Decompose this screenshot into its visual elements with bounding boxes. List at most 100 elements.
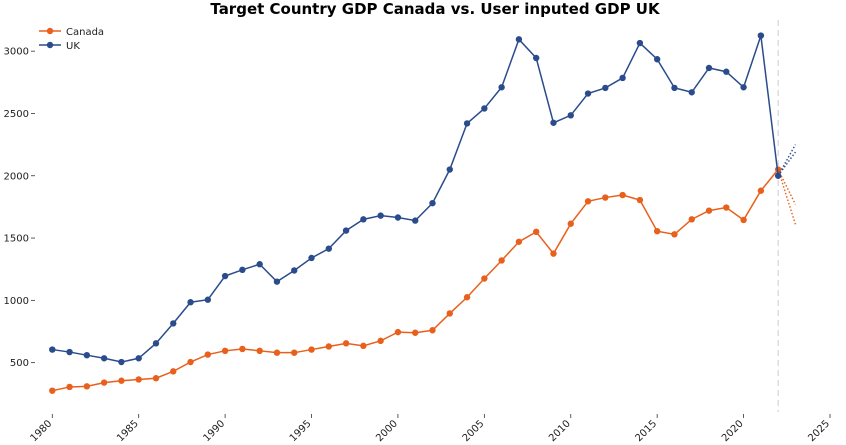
data-point-uk[interactable] xyxy=(653,56,661,63)
data-point-canada[interactable] xyxy=(66,383,73,391)
data-point-uk[interactable] xyxy=(481,105,488,112)
data-point-canada[interactable] xyxy=(49,387,56,394)
x-tick-label: 1985 xyxy=(115,418,141,444)
data-point-canada[interactable] xyxy=(463,294,471,301)
data-point-canada[interactable] xyxy=(550,250,557,257)
data-point-uk[interactable] xyxy=(135,355,142,362)
data-point-canada[interactable] xyxy=(377,337,384,345)
data-point-canada[interactable] xyxy=(152,375,160,382)
data-point-uk[interactable] xyxy=(118,358,125,366)
x-tick-label: 2020 xyxy=(720,418,746,444)
legend-item-uk[interactable]: UK xyxy=(39,41,80,52)
data-point-uk[interactable] xyxy=(49,346,56,353)
data-point-uk[interactable] xyxy=(152,340,160,347)
x-axis: 1980 1985 1990 1995 2000 2005 2010 2015 2020 2025 xyxy=(29,414,832,444)
data-point-uk[interactable] xyxy=(308,254,315,262)
data-point-uk[interactable] xyxy=(532,54,540,62)
data-point-uk[interactable] xyxy=(204,296,212,303)
data-point-uk[interactable] xyxy=(377,212,384,219)
y-tick-label: 1000 xyxy=(4,296,29,307)
forecast-line-canada xyxy=(777,169,797,205)
data-point-canada[interactable] xyxy=(584,198,592,205)
data-point-canada[interactable] xyxy=(515,238,523,245)
data-point-uk[interactable] xyxy=(550,119,557,126)
chart-title: Target Country GDP Canada vs. User input… xyxy=(210,0,661,18)
data-point-uk[interactable] xyxy=(394,214,402,221)
data-point-uk[interactable] xyxy=(757,32,765,39)
data-point-canada[interactable] xyxy=(532,228,540,236)
data-point-uk[interactable] xyxy=(498,84,505,91)
data-point-canada[interactable] xyxy=(83,383,91,390)
data-point-uk[interactable] xyxy=(221,272,229,280)
data-point-canada[interactable] xyxy=(100,379,108,386)
data-point-canada[interactable] xyxy=(671,231,678,238)
data-point-canada[interactable] xyxy=(239,345,246,353)
series-line-canada xyxy=(52,169,779,392)
data-point-uk[interactable] xyxy=(515,36,523,43)
legend-item-canada[interactable]: Canada xyxy=(39,27,104,38)
data-point-canada[interactable] xyxy=(394,328,402,336)
data-point-canada[interactable] xyxy=(221,347,229,355)
data-point-uk[interactable] xyxy=(446,166,453,173)
data-point-canada[interactable] xyxy=(204,351,212,358)
data-point-uk[interactable] xyxy=(567,112,574,119)
data-point-uk[interactable] xyxy=(291,267,298,274)
data-point-canada[interactable] xyxy=(705,207,713,214)
data-point-uk[interactable] xyxy=(688,89,695,96)
data-point-canada[interactable] xyxy=(308,346,315,353)
data-point-canada[interactable] xyxy=(412,329,419,336)
data-point-canada[interactable] xyxy=(360,342,367,350)
data-point-uk[interactable] xyxy=(619,74,626,82)
data-point-uk[interactable] xyxy=(584,90,592,97)
data-point-uk[interactable] xyxy=(429,199,436,207)
data-point-uk[interactable] xyxy=(170,320,177,327)
data-point-uk[interactable] xyxy=(671,84,678,92)
data-point-canada[interactable] xyxy=(757,187,765,194)
y-tick-label: 3000 xyxy=(4,47,29,58)
forecast-line-canada xyxy=(777,169,797,225)
data-point-canada[interactable] xyxy=(325,343,333,350)
data-point-canada[interactable] xyxy=(170,368,177,375)
data-point-uk[interactable] xyxy=(360,216,367,223)
data-point-uk[interactable] xyxy=(325,245,333,252)
data-point-canada[interactable] xyxy=(291,349,298,356)
data-point-canada[interactable] xyxy=(723,204,730,211)
data-point-uk[interactable] xyxy=(705,64,713,72)
y-axis: 500 1000 1500 2000 2500 3000 xyxy=(4,47,35,369)
data-point-canada[interactable] xyxy=(740,216,747,224)
data-point-uk[interactable] xyxy=(602,84,609,92)
data-point-canada[interactable] xyxy=(256,347,263,355)
data-point-uk[interactable] xyxy=(636,39,644,47)
data-point-canada[interactable] xyxy=(567,220,574,227)
data-point-uk[interactable] xyxy=(463,120,471,127)
legend-label-uk: UK xyxy=(66,41,80,52)
data-point-uk[interactable] xyxy=(239,266,246,274)
data-point-canada[interactable] xyxy=(187,358,194,366)
data-point-uk[interactable] xyxy=(83,351,91,359)
data-point-canada[interactable] xyxy=(446,310,453,317)
data-point-canada[interactable] xyxy=(688,216,695,223)
data-point-uk[interactable] xyxy=(723,68,730,75)
data-point-canada[interactable] xyxy=(429,327,436,334)
data-point-canada[interactable] xyxy=(273,349,281,356)
data-point-uk[interactable] xyxy=(66,348,73,356)
data-point-uk[interactable] xyxy=(273,278,281,285)
data-point-canada[interactable] xyxy=(653,227,661,235)
data-point-uk[interactable] xyxy=(100,355,108,362)
data-point-canada[interactable] xyxy=(602,194,609,201)
data-point-uk[interactable] xyxy=(256,261,263,268)
x-tick-label: 2000 xyxy=(374,418,400,444)
data-point-canada[interactable] xyxy=(636,196,644,204)
data-point-canada[interactable] xyxy=(342,340,350,347)
data-point-canada[interactable] xyxy=(619,191,626,199)
data-point-canada[interactable] xyxy=(135,376,142,383)
data-point-uk[interactable] xyxy=(342,227,350,234)
data-point-canada[interactable] xyxy=(118,377,125,384)
data-point-canada[interactable] xyxy=(481,275,488,282)
data-point-uk[interactable] xyxy=(187,299,194,306)
legend-label-canada: Canada xyxy=(66,27,104,38)
data-point-uk[interactable] xyxy=(774,172,782,179)
data-point-uk[interactable] xyxy=(412,217,419,224)
data-point-uk[interactable] xyxy=(740,84,747,91)
data-point-canada[interactable] xyxy=(498,257,505,264)
